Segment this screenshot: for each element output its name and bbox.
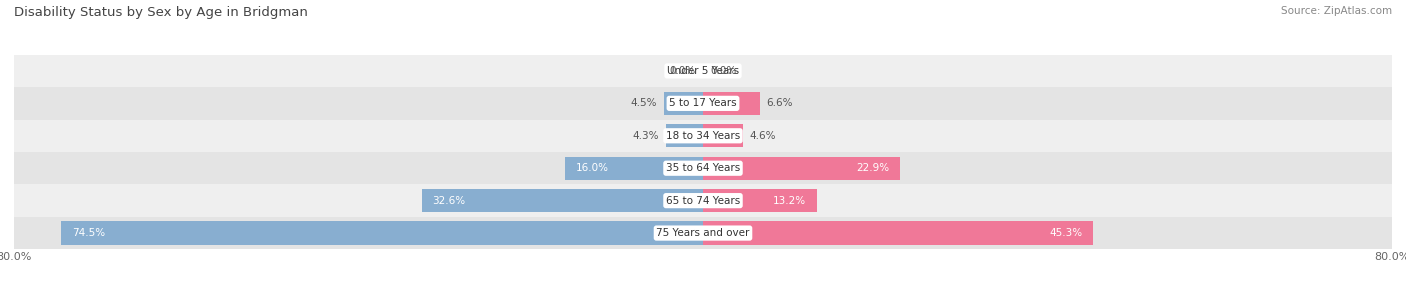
Bar [14,55,1392,87]
Text: Source: ZipAtlas.com: Source: ZipAtlas.com [1281,6,1392,16]
Bar [14,217,1392,249]
Text: 0.0%: 0.0% [669,66,696,76]
Text: 16.0%: 16.0% [575,163,609,173]
Text: 35 to 64 Years: 35 to 64 Years [666,163,740,173]
Text: 22.9%: 22.9% [856,163,890,173]
Text: 32.6%: 32.6% [433,196,465,206]
Bar [422,189,703,212]
Text: 4.6%: 4.6% [749,131,776,141]
Bar [703,221,1092,245]
Bar [703,189,817,212]
Bar [666,124,703,147]
Bar [14,87,1392,119]
Text: 65 to 74 Years: 65 to 74 Years [666,196,740,206]
Bar [703,92,759,115]
Text: 0.0%: 0.0% [710,66,737,76]
Text: 74.5%: 74.5% [72,228,105,238]
Text: 13.2%: 13.2% [773,196,807,206]
Bar [14,119,1392,152]
Bar [62,221,703,245]
Bar [565,157,703,180]
Text: 4.3%: 4.3% [633,131,659,141]
Text: Under 5 Years: Under 5 Years [666,66,740,76]
Text: Disability Status by Sex by Age in Bridgman: Disability Status by Sex by Age in Bridg… [14,6,308,19]
Text: 6.6%: 6.6% [766,98,793,108]
Text: 45.3%: 45.3% [1050,228,1083,238]
Bar [14,185,1392,217]
Bar [664,92,703,115]
Bar [703,124,742,147]
Text: 75 Years and over: 75 Years and over [657,228,749,238]
Bar [703,157,900,180]
Text: 4.5%: 4.5% [631,98,658,108]
Text: 5 to 17 Years: 5 to 17 Years [669,98,737,108]
Text: 18 to 34 Years: 18 to 34 Years [666,131,740,141]
Bar [14,152,1392,185]
